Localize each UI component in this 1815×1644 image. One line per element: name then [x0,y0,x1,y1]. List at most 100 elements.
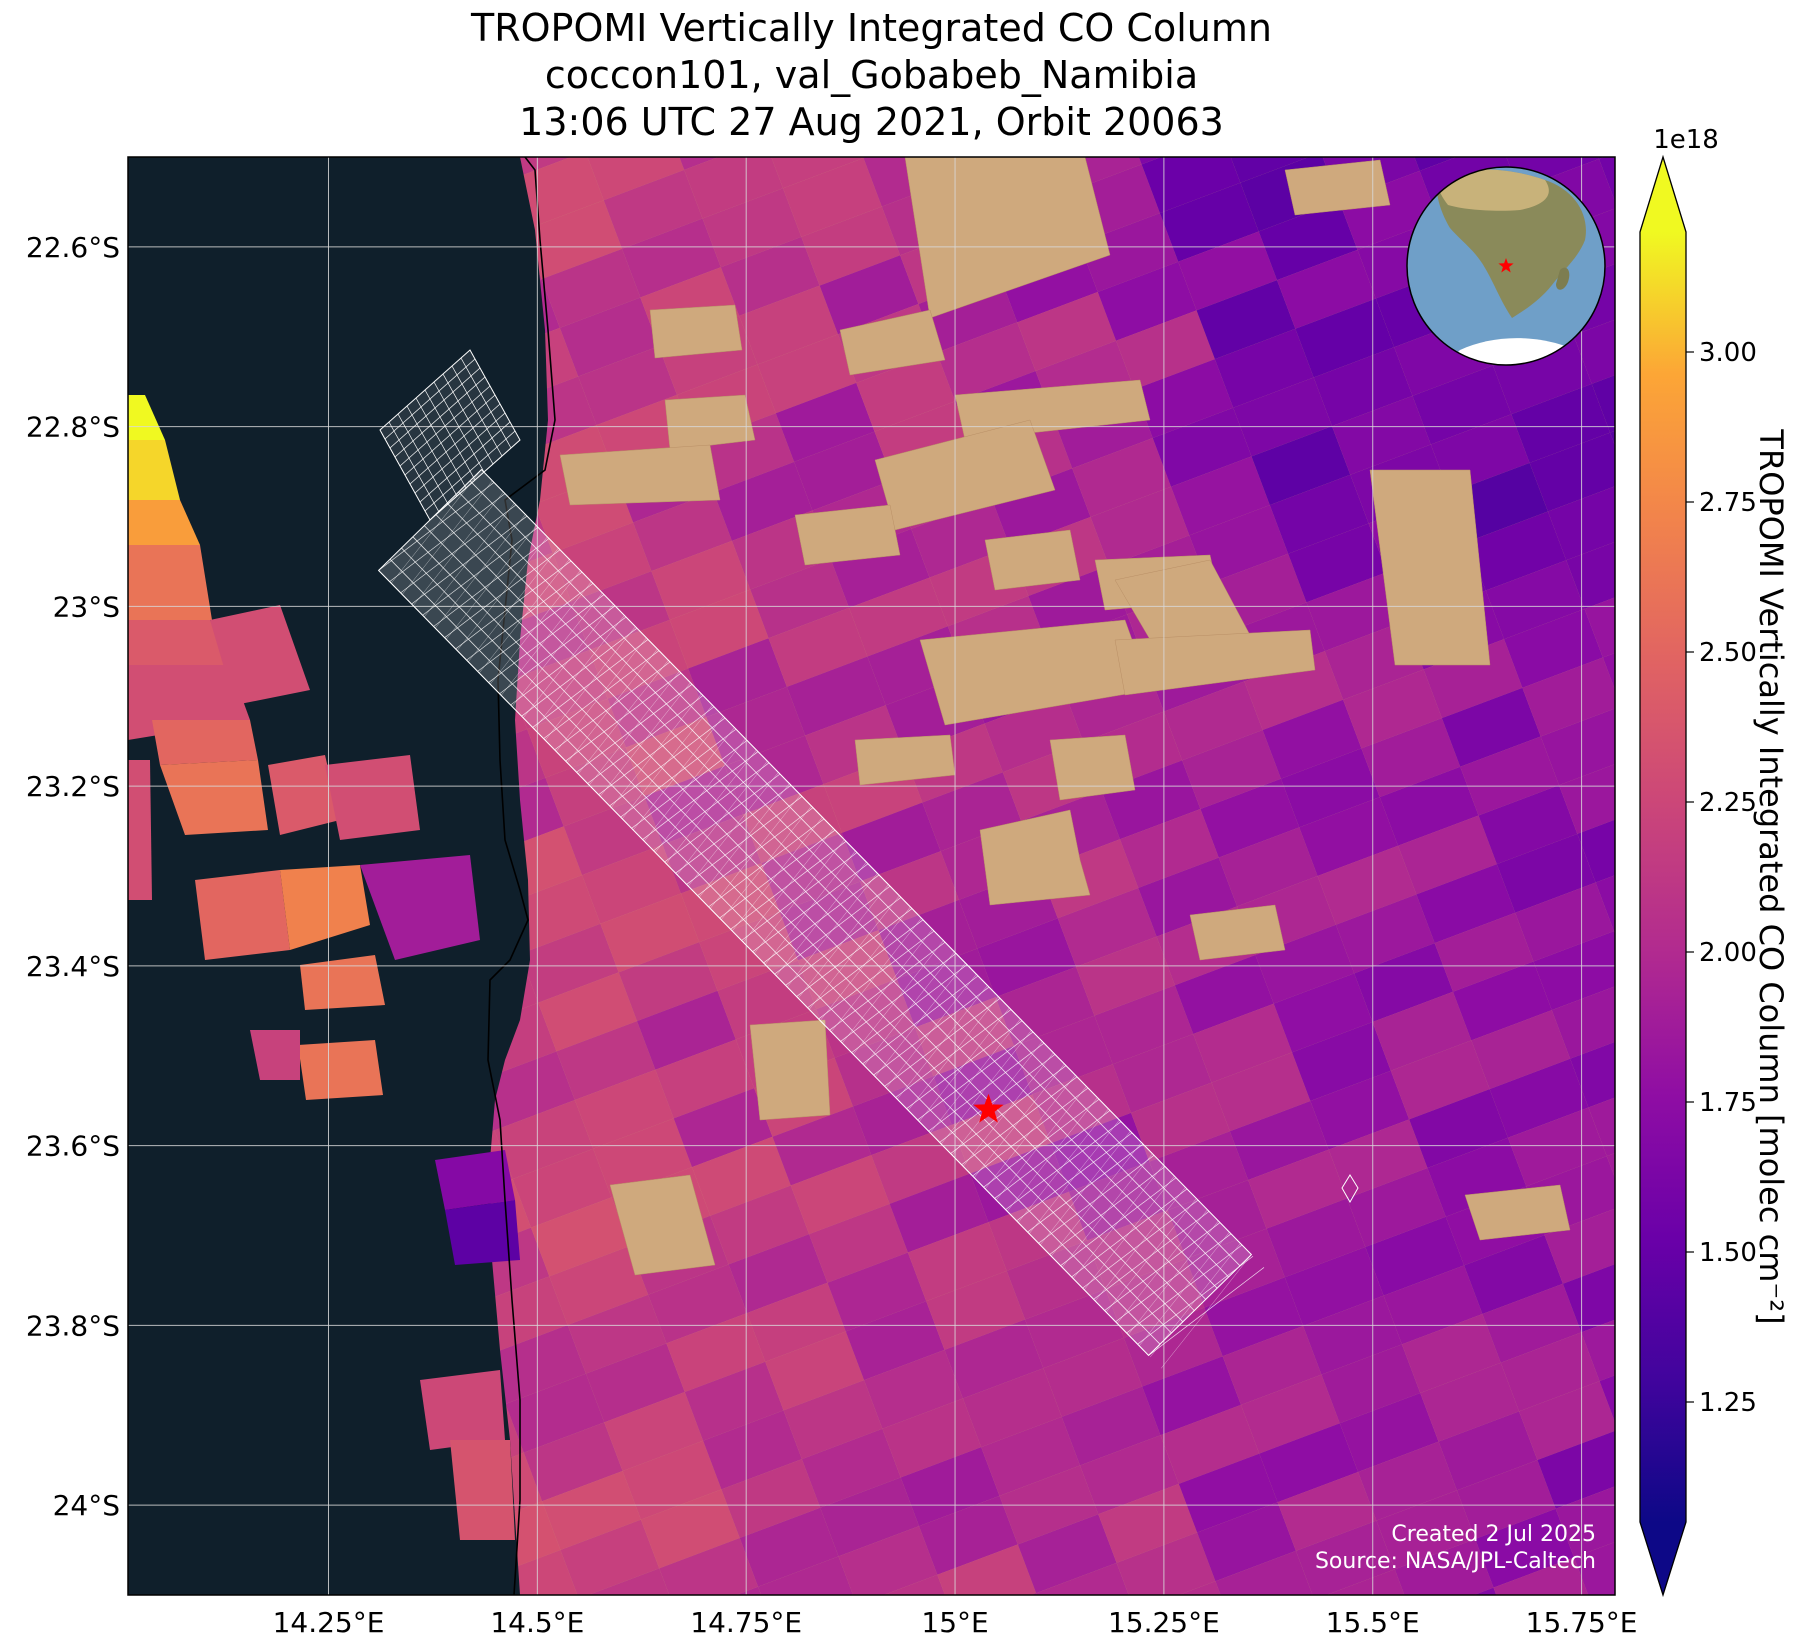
co-pixel [1269,474,1369,554]
longitude-tick-labels: 14.25°E 14.5°E 14.75°E 15°E 15.25°E 15.5°E 15.… [273,1606,1638,1639]
co-pixel [1288,523,1387,603]
co-pixel [289,66,388,145]
latitude-tick-label: 23°S [53,590,120,623]
imagery-patch [649,304,743,359]
co-pixel [757,334,857,414]
co-pixel [582,844,681,924]
colorbar-tick-label: 1.25 [1699,1388,1757,1418]
co-pixel [852,1076,952,1156]
co-pixel [1101,760,1201,840]
co-pixel [883,1574,945,1595]
co-pixel [1259,1423,1359,1503]
co-pixel [1255,924,1355,1004]
co-pixel [1602,652,1615,690]
co-pixel [1138,857,1238,937]
swath-line [402,480,493,595]
co-pixel [1013,1015,1113,1095]
co-pixel [560,1519,660,1595]
co-pixel [775,382,875,462]
co-pixel [1427,1137,1527,1217]
co-pixel [1159,182,1259,262]
co-pixel [607,668,707,748]
co-pixel [1482,1283,1582,1363]
co-pixel [801,206,901,286]
co-pixel [1335,894,1435,974]
source-credit: Source: NASA/JPL-Caltech [1315,1549,1596,1574]
co-pixel [1112,1033,1212,1113]
co-pixel [1160,1404,1260,1484]
co-pixel [549,1246,649,1325]
co-pixel [889,1173,989,1253]
swath-line [908,996,999,1111]
co-pixel [1251,426,1351,506]
swath-line [424,525,1195,1311]
colorbar-ticks: 1.25 1.50 1.75 2.00 2.25 2.50 2.75 3.00 [1686,338,1757,1418]
co-pixel [1416,864,1516,944]
co-pixel [860,851,959,931]
co-pixel [1361,718,1461,798]
swath-line [622,704,713,819]
co-pixel [1326,1569,1405,1595]
co-pixel [1178,1453,1278,1533]
co-pixel [195,870,290,960]
swath-line [754,839,845,954]
co-pixel [1277,249,1376,329]
co-pixel [1234,1600,1333,1644]
latitude-tick-label: 22.6°S [26,231,120,264]
co-pixel [128,545,212,620]
co-pixel [1097,261,1197,341]
coastline [487,157,556,1595]
co-pixel [1485,560,1585,640]
co-pixel [1519,1381,1615,1461]
co-pixel [1090,486,1190,566]
co-pixel [1061,1386,1161,1466]
co-pixel [758,1556,854,1595]
swath-line [578,660,669,775]
co-pixel [1193,1003,1293,1083]
co-pixel [1123,1307,1223,1387]
latitude-tick-label: 23.2°S [26,770,120,803]
co-pixel [22,333,121,412]
swath-line [688,772,779,887]
co-pixel [1072,438,1172,518]
co-pixel [128,395,165,440]
co-pixel [1204,1277,1304,1357]
swath-line [1051,1142,1142,1257]
co-pixel [445,1200,520,1265]
co-pixel [505,1373,605,1453]
co-pixel [724,735,824,815]
co-pixel [1529,432,1615,512]
co-pixel [1050,1112,1150,1192]
co-pixel [325,755,420,840]
co-pixel [1584,597,1615,658]
co-pixel [1467,511,1567,591]
swath-line [886,974,977,1089]
map-title-line-3: 13:06 UTC 27 Aug 2021, Orbit 20063 [519,100,1224,144]
co-pixel [1401,1314,1501,1394]
swath-line [809,895,900,1010]
latitude-tick-label: 23.4°S [26,950,120,983]
co-pixel [1474,1587,1497,1595]
colorbar-label: TROPOMI Vertically Integrated CO Column … [1752,428,1790,1324]
co-pixel [1116,1532,1216,1595]
co-pixel [936,322,1036,402]
co-pixel [152,720,258,765]
co-pixel [519,923,619,1003]
co-pixel [1511,383,1611,463]
swath-line [787,873,878,988]
swath-line [611,693,702,808]
co-pixel [669,589,769,669]
co-pixel [1493,1557,1589,1595]
co-pixel [864,1349,963,1429]
ocean-co-pixels [128,395,520,1540]
co-pixel [527,698,626,778]
co-pixel [728,1234,828,1314]
longitude-tick-label: 15°E [921,1606,988,1639]
co-pixel [563,796,663,876]
colorbar-tick-label: 2.25 [1699,788,1757,818]
co-pixel [1577,819,1615,883]
co-pixel [1233,377,1332,457]
swath-line [710,794,801,909]
co-pixel [23,1555,122,1634]
co-pixel [1313,347,1413,427]
